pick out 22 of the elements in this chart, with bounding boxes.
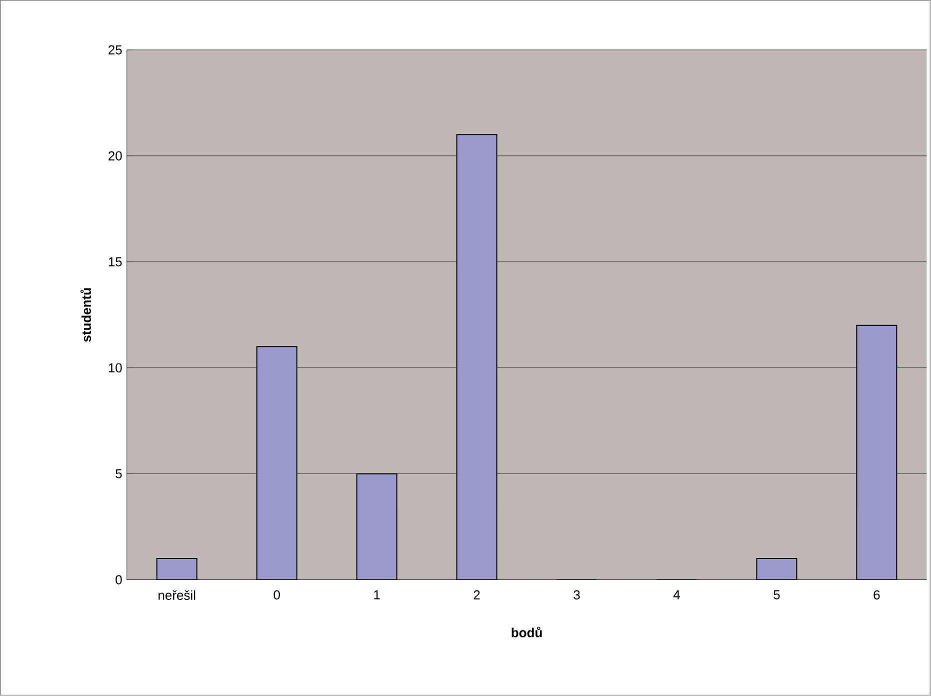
- y-tick-label: 15: [108, 257, 122, 267]
- bar: [356, 473, 398, 580]
- x-tick-label: 2: [474, 590, 480, 600]
- y-tick-label: 0: [116, 575, 122, 585]
- bar: [256, 346, 298, 580]
- x-tick-label: 0: [274, 590, 280, 600]
- x-tick-label: 4: [673, 590, 680, 600]
- x-tick-label: 3: [574, 590, 580, 600]
- y-tick-label: 20: [108, 151, 122, 161]
- y-tick-label: 10: [108, 363, 122, 373]
- x-tick-label: 1: [374, 590, 380, 600]
- bar: [156, 558, 198, 580]
- y-axis-title: studentů: [80, 288, 92, 342]
- x-axis-title: bodů: [512, 626, 542, 638]
- x-tick-label: 6: [874, 590, 880, 600]
- bar: [856, 325, 898, 580]
- bar: [456, 134, 498, 580]
- bar: [756, 558, 798, 580]
- x-tick-label: neřešil: [158, 590, 196, 600]
- y-tick-label: 5: [116, 469, 122, 478]
- y-tick-label: 25: [108, 45, 122, 55]
- x-tick-label: 5: [774, 590, 780, 600]
